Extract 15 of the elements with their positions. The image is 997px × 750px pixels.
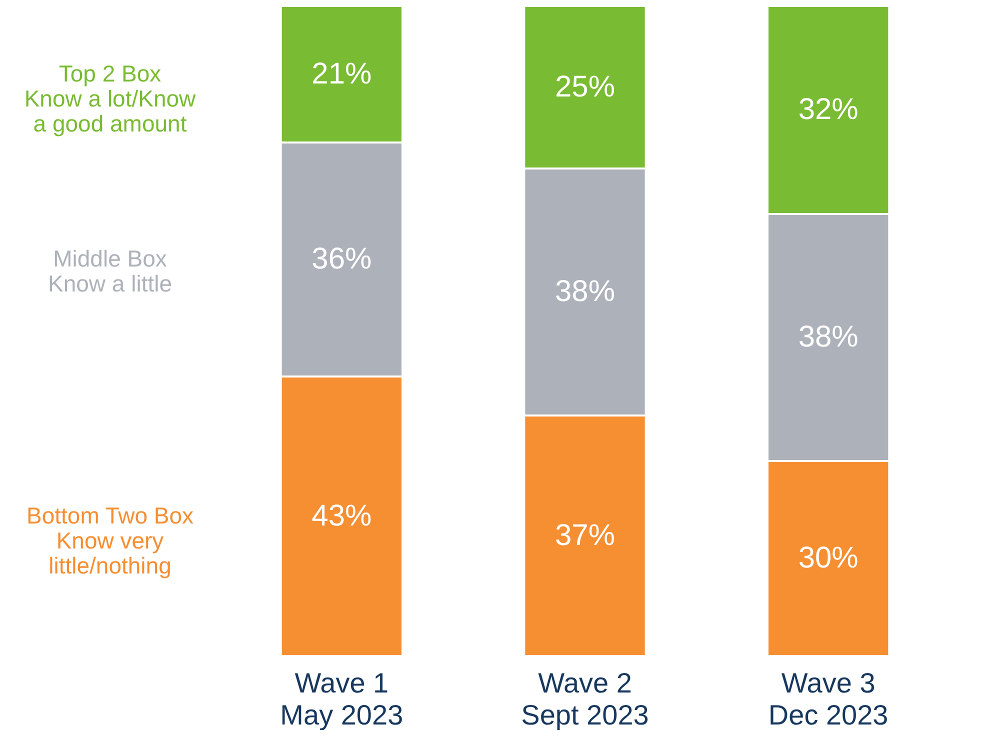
text: Top 2 Box Know a lot/Know a good amount — [24, 60, 196, 136]
text: Middle Box Know a little — [48, 246, 172, 296]
data-label: 37% — [554, 518, 616, 552]
data-label: 30% — [798, 542, 858, 574]
text: Bottom Two Box Know very little/nothing — [26, 502, 194, 578]
data-label: 36% — [312, 242, 372, 276]
data-label: 38% — [798, 320, 858, 354]
data-label: 38% — [554, 275, 616, 308]
x-tick-label: Wave 3 Dec 2023 — [768, 668, 888, 730]
data-label: 25% — [554, 70, 616, 104]
data-label: 43% — [312, 499, 372, 532]
data-label: 21% — [312, 57, 372, 90]
x-tick-label: Wave 1 May 2023 — [280, 668, 404, 730]
x-tick-label: Wave 2 Sept 2023 — [521, 668, 649, 730]
data-label: 32% — [798, 93, 858, 126]
